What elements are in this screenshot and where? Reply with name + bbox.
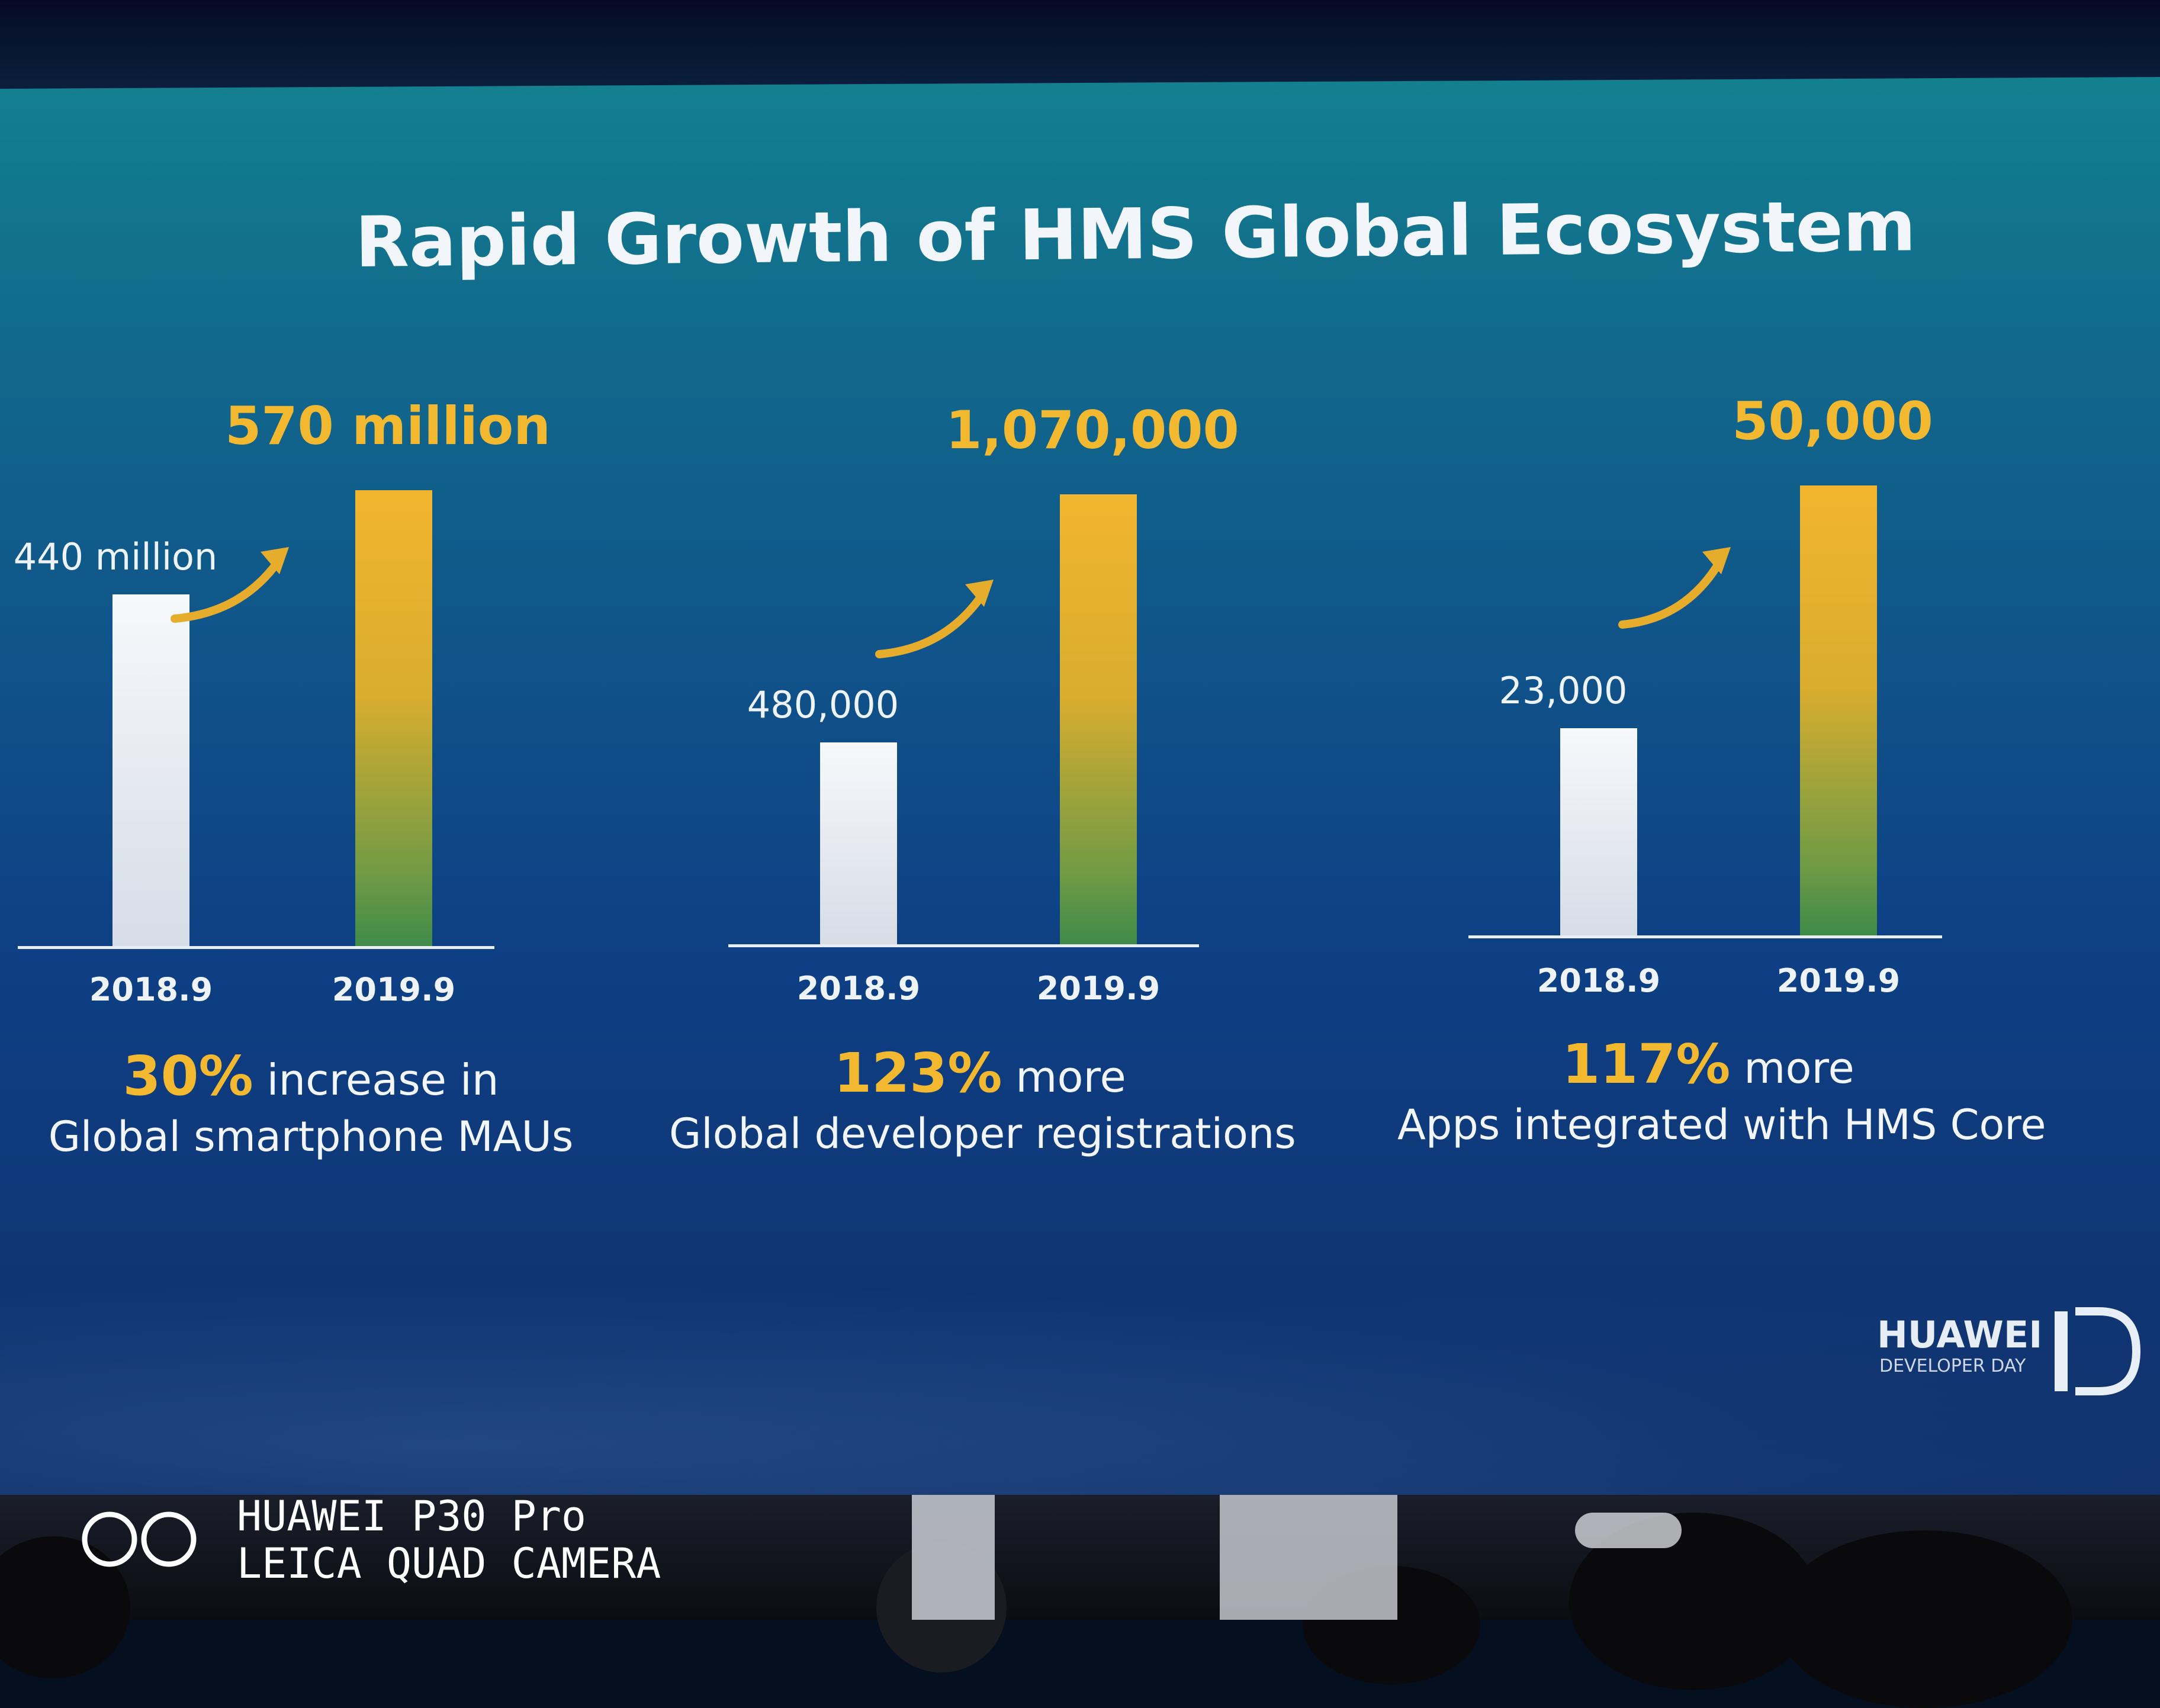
caption-line-1: 117% more [1397, 1036, 2019, 1096]
stage-prop [912, 1495, 995, 1620]
camera-model: HUAWEI P30 Pro [237, 1492, 587, 1540]
x-tick-label: 2018.9 [796, 970, 921, 1007]
chart-caption: 123% more Global developer registrations [669, 1045, 1296, 1162]
bar-2018 [112, 594, 189, 946]
bar-2019 [1060, 494, 1137, 944]
caption-suffix: increase in [253, 1055, 499, 1105]
growth-arrow-icon [875, 580, 994, 658]
caption-percent: 117% [1562, 1032, 1731, 1096]
value-label-2019: 50,000 [1732, 391, 1933, 452]
bar-2018 [820, 742, 897, 944]
chart-caption: 30% increase in Global smartphone MAUs [0, 1048, 622, 1165]
wave-pattern [0, 1231, 2160, 1498]
value-label-2018: 480,000 [747, 683, 899, 726]
caption-percent: 123% [834, 1041, 1002, 1105]
caption-suffix: more [1730, 1043, 1854, 1093]
growth-arrow-icon [171, 547, 289, 623]
audience-head [1776, 1530, 2072, 1708]
x-tick-label: 2019.9 [332, 971, 456, 1008]
stage-prop [1575, 1513, 1682, 1548]
x-tick-label: 2019.9 [1036, 970, 1161, 1007]
caption-line-2: Apps integrated with HMS Core [1397, 1101, 2046, 1149]
bar-2019 [1800, 485, 1877, 935]
slide-title: Rapid Growth of HMS Global Ecosystem [355, 185, 1917, 283]
x-tick-label: 2018.9 [1537, 962, 1661, 999]
chart-caption: 117% more Apps integrated with HMS Core [1397, 1036, 2046, 1153]
chart-baseline [1468, 935, 1942, 938]
chart-baseline [18, 946, 494, 949]
caption-percent: 30% [123, 1044, 253, 1108]
value-label-2019: 1,070,000 [946, 400, 1239, 461]
stage-prop [1220, 1495, 1397, 1620]
value-label-2019: 570 million [225, 395, 551, 456]
leica-lens-icon [82, 1511, 197, 1567]
value-label-2018: 440 million [13, 535, 218, 578]
value-label-2018: 23,000 [1499, 669, 1628, 712]
logo-brand: HUAWEI [1877, 1313, 2043, 1356]
caption-line-2: Global smartphone MAUs [48, 1112, 574, 1161]
camera-lens: LEICA QUAD CAMERA [237, 1539, 661, 1588]
bar-2019 [355, 490, 432, 946]
x-tick-label: 2019.9 [1776, 962, 1901, 999]
caption-suffix: more [1002, 1052, 1126, 1102]
chart-baseline [728, 944, 1199, 947]
growth-arrow-icon [1618, 547, 1731, 629]
x-tick-label: 2018.9 [89, 971, 213, 1008]
caption-line-2: Global developer registrations [669, 1109, 1296, 1158]
bar-2018 [1560, 728, 1637, 935]
ceiling-band [0, 0, 2160, 89]
logo-event: DEVELOPER DAY [1879, 1356, 2026, 1376]
caption-line-1: 30% increase in [0, 1048, 622, 1108]
developer-day-d-icon [2055, 1307, 2141, 1395]
caption-line-1: 123% more [669, 1045, 1291, 1105]
